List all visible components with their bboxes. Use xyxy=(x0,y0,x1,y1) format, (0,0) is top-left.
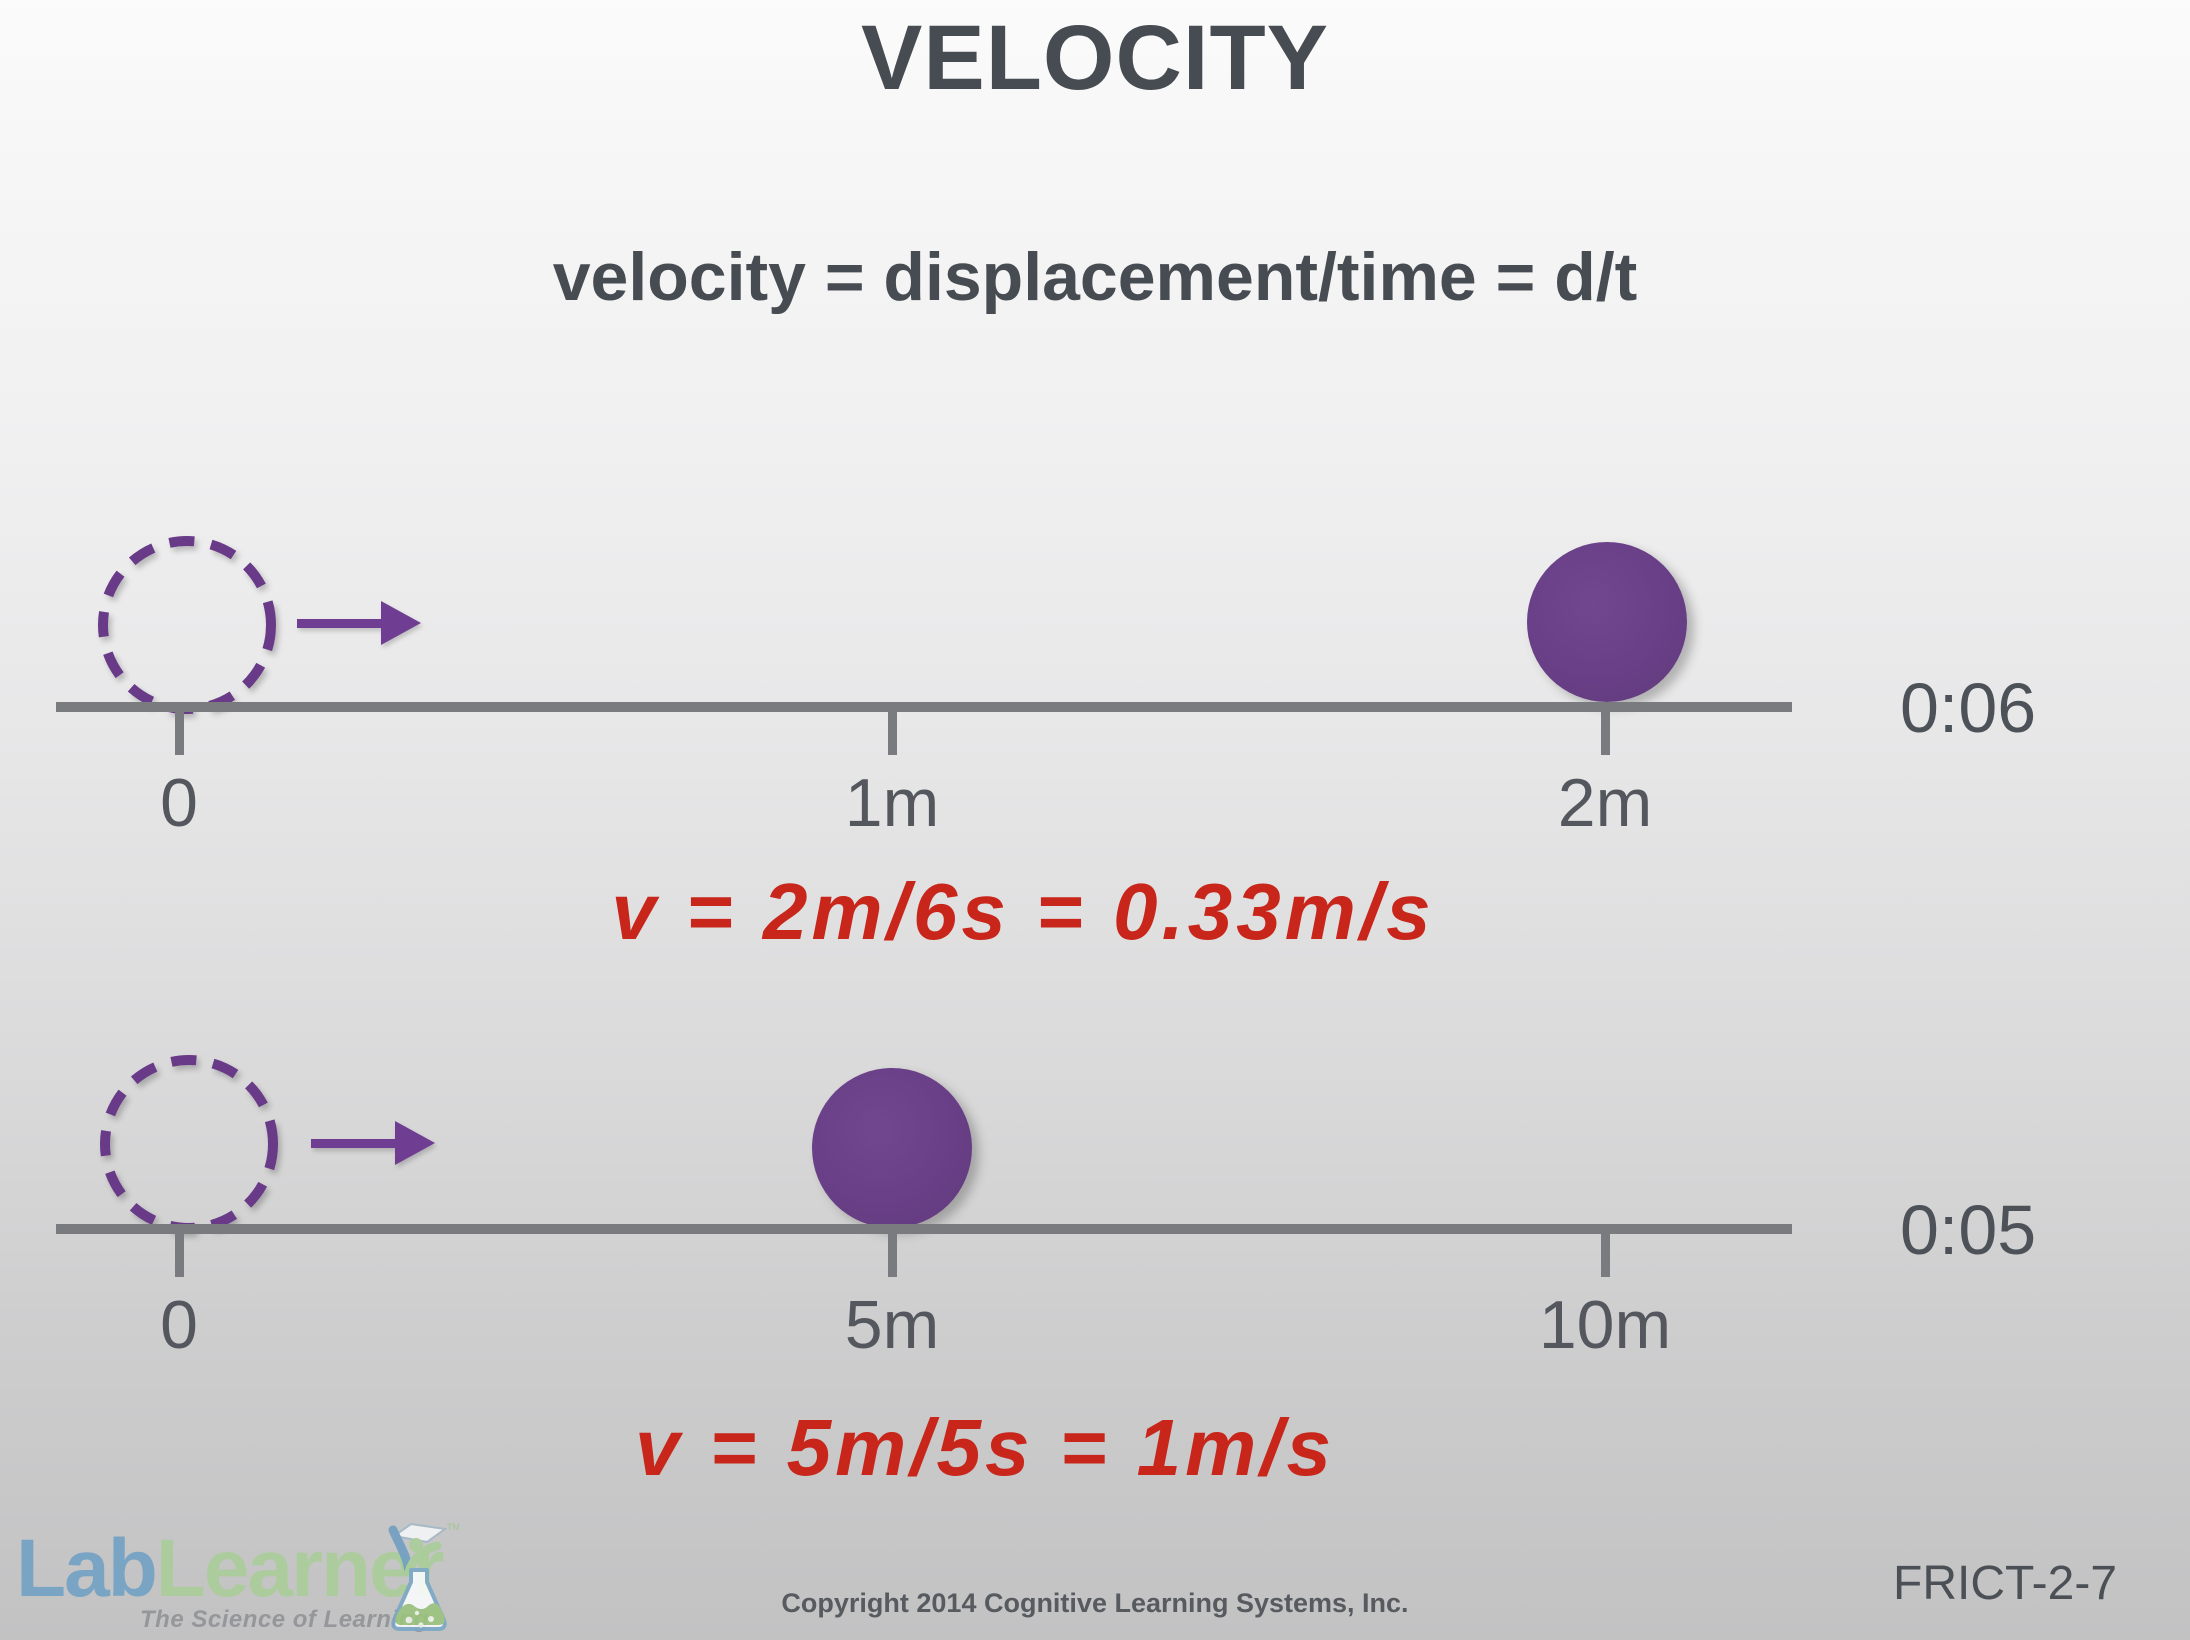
lablearner-flask-icon: TM xyxy=(388,1522,459,1631)
stopwatch-time: 0:05 xyxy=(1900,1191,2037,1269)
right-arrow-icon xyxy=(311,1121,435,1165)
logo-tm: TM xyxy=(447,1522,459,1532)
tick-label: 0 xyxy=(160,1287,198,1363)
copyright-text: Copyright 2014 Cognitive Learning System… xyxy=(781,1588,1409,1618)
tick-mark xyxy=(888,1225,897,1277)
logo-word-lab: Lab xyxy=(16,1523,158,1614)
start-position-dashed-circle xyxy=(100,1055,278,1233)
tick-mark xyxy=(175,703,184,755)
tick-label: 5m xyxy=(844,1287,940,1363)
tick-mark xyxy=(1601,703,1610,755)
stopwatch-time: 0:06 xyxy=(1900,669,2037,747)
document-code: FRICT-2-7 xyxy=(1893,1557,2118,1610)
right-arrow-icon xyxy=(297,601,421,645)
tick-label: 10m xyxy=(1538,1287,1672,1363)
tick-mark xyxy=(175,1225,184,1277)
lablearner-logo: LabLearner xyxy=(16,1528,445,1610)
tick-label: 0 xyxy=(160,765,198,841)
logo-tagline: The Science of Learning xyxy=(140,1606,429,1633)
ball-marker xyxy=(812,1068,972,1228)
tick-mark xyxy=(1601,1225,1610,1277)
start-position-dashed-circle xyxy=(98,536,276,714)
tick-label: 1m xyxy=(844,765,940,841)
tick-label: 2m xyxy=(1557,765,1653,841)
number-line xyxy=(56,1224,1792,1234)
ball-marker xyxy=(1527,542,1687,702)
page-title: VELOCITY xyxy=(860,7,1330,109)
velocity-equation: v = 5m/5s = 1m/s xyxy=(634,1403,1335,1492)
number-line xyxy=(56,702,1792,712)
velocity-equation: v = 2m/6s = 0.33m/s xyxy=(611,867,1435,956)
velocity-formula-text: velocity = displacement/time = d/t xyxy=(552,239,1638,315)
tick-mark xyxy=(888,703,897,755)
